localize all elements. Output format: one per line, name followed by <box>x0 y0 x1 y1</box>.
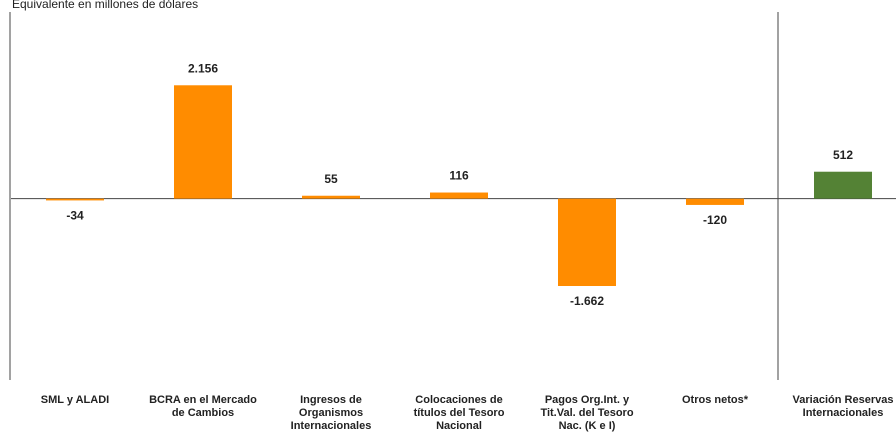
x-tick-label: BCRA en el Mercado de Cambios <box>149 394 257 419</box>
data-label: 2.156 <box>188 61 218 75</box>
chart-subtitle: Equivalente en millones de dólares <box>12 0 198 11</box>
bar <box>430 192 488 199</box>
x-tick-label: Pagos Org.Int. y Tit.Val. del Tesoro Nac… <box>540 394 634 432</box>
bar <box>46 198 104 201</box>
x-tick-label: Ingresos de Organismos Internacionales <box>290 394 372 432</box>
bar <box>558 198 616 287</box>
data-label: 512 <box>833 148 853 162</box>
bar <box>302 195 360 199</box>
data-label: 55 <box>324 172 338 186</box>
x-tick-label: Variación Reservas Internacionales <box>792 394 894 419</box>
bar <box>686 198 744 205</box>
x-tick-label: Otros netos* <box>681 394 748 406</box>
data-label: -34 <box>66 209 84 223</box>
data-label: -120 <box>703 213 727 227</box>
bar <box>814 171 872 199</box>
x-tick-label: SML y ALADI <box>40 394 110 406</box>
data-label: -1.662 <box>570 294 604 308</box>
data-label: 116 <box>449 169 469 183</box>
x-tick-label: Colocaciones de títulos del Tesoro Nacio… <box>413 394 505 432</box>
bar <box>174 85 232 199</box>
